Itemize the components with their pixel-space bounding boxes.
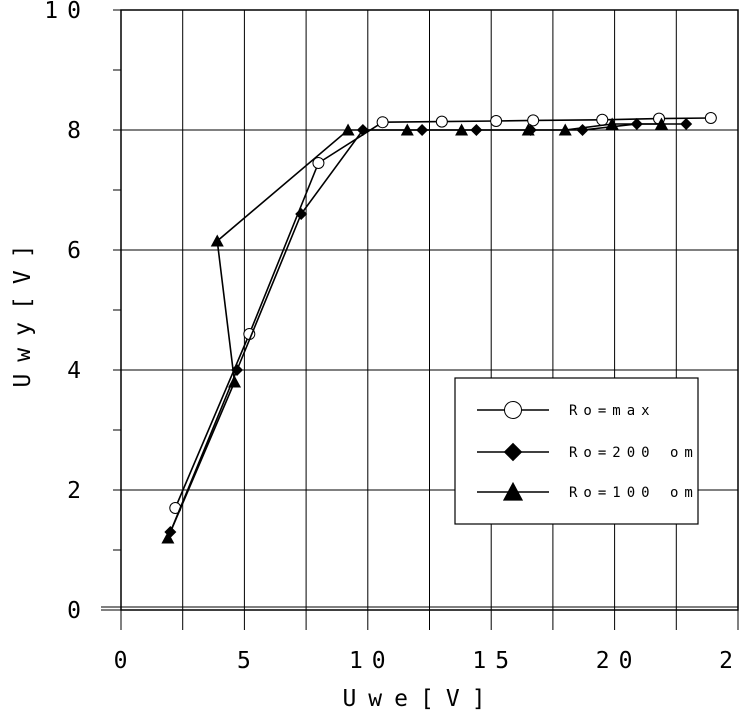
data-point-diamond: [503, 442, 523, 462]
data-point-triangle: [161, 531, 175, 544]
x-tick-label: 10: [349, 648, 395, 674]
data-point-triangle: [341, 123, 355, 136]
series-2: [161, 117, 668, 544]
data-point-triangle: [400, 123, 414, 136]
data-point-circle: [527, 114, 540, 127]
data-point-diamond: [680, 118, 693, 130]
data-point-triangle: [654, 117, 668, 130]
data-point-circle: [435, 115, 448, 128]
data-point-diamond: [576, 124, 589, 136]
data-point-circle: [596, 113, 609, 126]
y-axis-title: Uwy[V]: [10, 232, 36, 387]
data-point-triangle: [228, 375, 242, 388]
legend-entry: Ro=200 om: [477, 442, 699, 462]
legend-marker-circle: [504, 401, 522, 419]
data-point-triangle: [455, 123, 469, 136]
y-tick-label: 4: [67, 358, 90, 384]
x-tick-label: 5: [237, 648, 260, 674]
x-axis: 0 5 10 15 20 25: [114, 610, 742, 674]
y-tick-label: 6: [67, 238, 90, 264]
y-tick-label: 10: [44, 0, 90, 24]
y-tick-label: 8: [67, 118, 90, 144]
series-group: [161, 112, 717, 544]
legend-label: Ro=100 om: [569, 485, 699, 501]
x-axis-title: Uwe[V]: [342, 686, 497, 712]
data-point-diamond: [295, 208, 308, 220]
x-tick-label: 0: [114, 648, 137, 674]
data-point-circle: [490, 115, 503, 127]
series-line: [167, 123, 662, 539]
x-tick-label: 15: [472, 648, 518, 674]
legend: Ro=max Ro=200 om Ro=100 om: [454, 377, 699, 525]
data-point-triangle: [605, 117, 619, 130]
data-point-triangle: [210, 234, 224, 247]
x-tick-label: 20: [596, 648, 642, 674]
y-tick-label: 2: [67, 478, 90, 504]
y-axis: 0 2 4 6 8 10: [44, 0, 121, 624]
legend-box: [454, 377, 699, 525]
series-line: [174, 117, 711, 509]
x-tick-label: 25: [719, 648, 742, 674]
data-point-triangle: [521, 123, 535, 136]
series-0: [169, 112, 717, 514]
data-point-triangle: [502, 481, 524, 501]
y-tick-label: 0: [67, 598, 90, 624]
legend-entry: Ro=max: [477, 401, 656, 419]
legend-label: Ro=max: [569, 403, 656, 419]
legend-entry: Ro=100 om: [477, 481, 699, 501]
data-point-circle: [704, 112, 717, 124]
data-point-triangle: [558, 123, 572, 136]
data-point-circle: [312, 157, 325, 169]
data-point-circle: [376, 116, 389, 129]
legend-label: Ro=200 om: [569, 445, 699, 461]
